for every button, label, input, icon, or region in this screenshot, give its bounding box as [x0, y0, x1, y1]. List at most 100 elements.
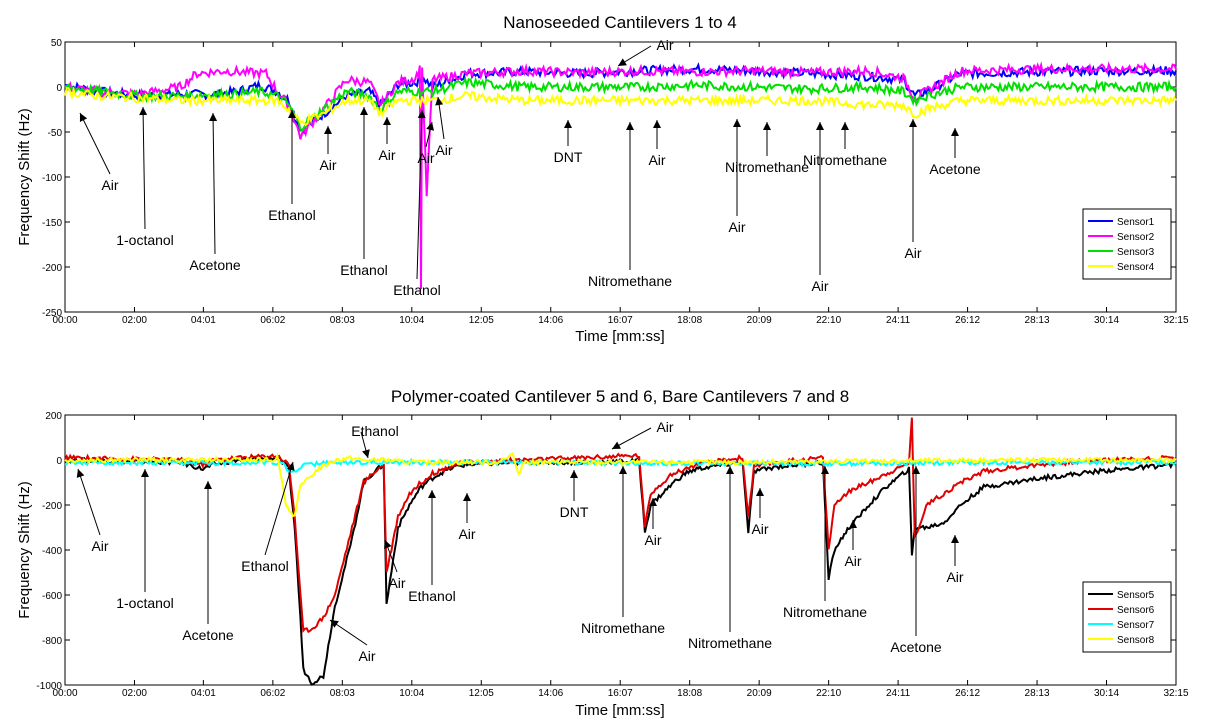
top-annotation-arrowhead	[383, 117, 391, 125]
bot-annotation-label: 1-octanol	[116, 595, 174, 611]
top-legend-box	[1082, 208, 1172, 280]
chart-top-xlabel: Time [mm:ss]	[575, 328, 664, 345]
top-xtick-label: 08:03	[330, 315, 355, 326]
top-xtick-label: 22:10	[816, 315, 841, 326]
bot-annotation-arrowhead	[286, 462, 295, 471]
top-annotation-label: Nitromethane	[803, 152, 887, 168]
top-annotation-arrowhead	[564, 120, 572, 128]
bot-xtick-label: 12:05	[469, 688, 494, 699]
chart-top-title: Nanoseeded Cantilevers 1 to 4	[503, 13, 736, 32]
bot-xtick-label: 26:12	[955, 688, 980, 699]
bot-annotation-label: Air	[751, 521, 768, 537]
bot-annotation-label: Nitromethane	[783, 604, 867, 620]
chart-top-ylabel: Frequency Shift (Hz)	[16, 108, 33, 246]
bot-xtick-label: 00:00	[52, 688, 77, 699]
top-annotation-arrowhead	[626, 122, 634, 130]
bot-legend-label: Sensor7	[1117, 620, 1155, 631]
top-annotation-label: Ethanol	[393, 282, 440, 298]
bot-annotation-arrowhead	[951, 535, 959, 543]
top-annotation-arrowhead	[139, 107, 148, 116]
top-legend-label: Sensor2	[1117, 232, 1155, 243]
top-annotation-label: Ethanol	[268, 207, 315, 223]
top-annotation-label: Air	[648, 152, 665, 168]
top-xtick-label: 26:12	[955, 315, 980, 326]
chart-bottom: Polymer-coated Cantilever 5 and 6, Bare …	[16, 387, 1189, 719]
bot-annotation-label: Ethanol	[241, 558, 288, 574]
top-annotation-label: Air	[101, 177, 118, 193]
top-xtick-label: 04:01	[191, 315, 216, 326]
top-annotation-arrowhead	[816, 122, 824, 130]
top-annotation-label: Air	[319, 157, 336, 173]
chart-top: Nanoseeded Cantilevers 1 to 4 00:00 02:00…	[16, 13, 1189, 345]
bot-ytick-label: -800	[42, 636, 62, 647]
top-annotation-label: Acetone	[189, 257, 241, 273]
top-annotation-arrowhead	[360, 107, 368, 115]
bot-xtick-label: 08:03	[330, 688, 355, 699]
bot-annotation-label: Ethanol	[408, 588, 455, 604]
chart-top-series	[64, 61, 1177, 290]
bot-annotation-label: Air	[946, 569, 963, 585]
bot-annotation-label: DNT	[560, 504, 589, 520]
top-annotation-label: Air	[904, 245, 921, 261]
top-annotation-arrowhead	[209, 113, 218, 122]
top-annotation-arrowhead	[435, 97, 444, 106]
top-annotation-arrowhead	[763, 122, 771, 130]
bot-annotation-label: Air	[656, 419, 673, 435]
top-ytick-label: -200	[42, 263, 62, 274]
top-annotation-label: 1-octanol	[116, 232, 174, 248]
bot-xtick-label: 06:02	[260, 688, 285, 699]
bot-annotation-arrowhead	[612, 441, 621, 449]
top-annotation-label: Air	[656, 37, 673, 53]
bot-legend-label: Sensor8	[1117, 635, 1155, 646]
top-xtick-label: 10:04	[399, 315, 424, 326]
chart-top-legend: Sensor1 Sensor2 Sensor3 Sensor4	[1082, 208, 1172, 280]
bot-xtick-label: 28:13	[1025, 688, 1050, 699]
top-annotation-arrowhead	[618, 58, 627, 66]
top-annotation-label: Air	[728, 219, 745, 235]
bot-series-sensor8	[64, 451, 1177, 518]
bot-annotation-arrowhead	[619, 466, 627, 474]
bot-annotation-label: Acetone	[890, 639, 942, 655]
bot-ytick-label: -600	[42, 591, 62, 602]
top-xtick-label: 32:15	[1163, 315, 1188, 326]
top-xtick-label: 16:07	[608, 315, 633, 326]
top-annotation-label: Nitromethane	[725, 159, 809, 175]
top-xtick-label: 20:09	[747, 315, 772, 326]
top-annotation-arrowhead	[324, 126, 332, 134]
top-xtick-label: 24:11	[886, 315, 911, 326]
bot-annotation-label: Acetone	[182, 627, 234, 643]
bot-legend-label: Sensor6	[1117, 605, 1155, 616]
top-xtick-label: 18:08	[677, 315, 702, 326]
top-xtick-label: 00:00	[52, 315, 77, 326]
bot-xtick-label: 16:07	[608, 688, 633, 699]
top-xtick-label: 14:06	[538, 315, 563, 326]
bot-annotation-label: Air	[458, 526, 475, 542]
bot-annotation-arrowhead	[912, 466, 920, 474]
top-ytick-label: -150	[42, 218, 62, 229]
top-legend-label: Sensor4	[1117, 262, 1155, 273]
top-legend-label: Sensor3	[1117, 247, 1155, 258]
top-xtick-label: 02:00	[122, 315, 147, 326]
bot-annotation-label: Air	[644, 532, 661, 548]
top-annotation-label: Air	[378, 147, 395, 163]
bot-annotation-arrowhead	[649, 498, 657, 506]
bot-annotation-arrow	[264, 461, 294, 556]
bot-annotation-arrowhead	[428, 490, 436, 498]
bot-xtick-label: 24:11	[886, 688, 911, 699]
top-annotation-arrow	[212, 112, 216, 255]
top-series-sensor2	[64, 61, 1177, 290]
top-annotation-label: DNT	[554, 149, 583, 165]
bot-annotation-label: Air	[358, 648, 375, 664]
bot-xtick-label: 18:08	[677, 688, 702, 699]
bot-ytick-label: -1000	[36, 681, 62, 692]
bot-xtick-label: 02:00	[122, 688, 147, 699]
top-ytick-label: 50	[51, 38, 63, 49]
top-xtick-label: 12:05	[469, 315, 494, 326]
bot-annotation-label: Air	[91, 538, 108, 554]
top-annotation-arrowhead	[426, 122, 435, 131]
top-annotation-arrowhead	[733, 119, 741, 127]
top-annotation-label: Air	[417, 150, 434, 166]
chart-bottom-title: Polymer-coated Cantilever 5 and 6, Bare …	[391, 387, 849, 406]
top-annotation-arrow	[416, 109, 423, 280]
